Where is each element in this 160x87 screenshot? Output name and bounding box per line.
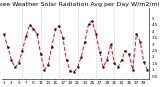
Title: Milwaukee Weather Solar Radiation Avg per Day W/m2/minute: Milwaukee Weather Solar Radiation Avg pe… (0, 2, 160, 7)
